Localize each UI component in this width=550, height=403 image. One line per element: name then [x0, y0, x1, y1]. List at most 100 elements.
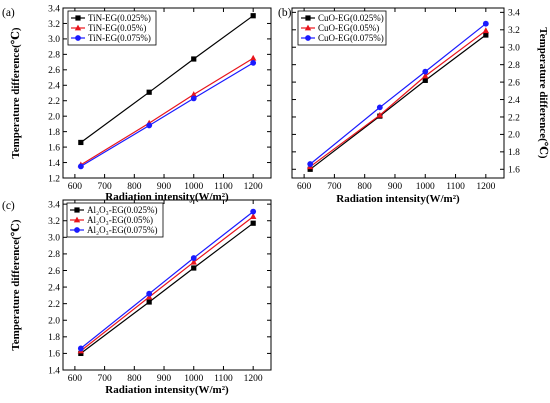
x-tick-label: 700	[97, 182, 112, 192]
data-point-s2-p0	[307, 161, 314, 167]
series-line-1	[309, 30, 487, 168]
data-point-s0-p2	[422, 77, 428, 83]
legend-marker-1	[73, 216, 81, 223]
data-point-s2-p2	[190, 95, 197, 102]
y-tick-label: 3.2	[48, 217, 60, 227]
y-tick-label: 1.4	[48, 366, 60, 376]
legend-marker-1	[304, 24, 312, 31]
series-line-1	[80, 57, 254, 166]
y-tick-label: 2.0	[508, 131, 520, 141]
legend-label-2: CuO-EG(0.075%)	[318, 33, 384, 43]
series-line-2	[309, 23, 487, 165]
x-tick-label: 600	[68, 374, 83, 384]
legend-label-1: CuO-EG(0.05%)	[318, 23, 379, 33]
panel-c: (c) 600 700 800 900 1000 1100 1200 1.4 1.6 1.8 2.0 2…	[2, 199, 272, 396]
data-point-s0-p3	[250, 220, 256, 226]
x-tick-label: 900	[388, 182, 403, 192]
panel-label: (c)	[2, 200, 15, 212]
y-tick-label: 3.0	[508, 44, 520, 54]
x-tick-label: 1000	[416, 182, 435, 192]
data-point-s0-p3	[483, 32, 489, 38]
y-axis-title: Temperature difference(℃)	[10, 219, 22, 351]
series-line-2	[80, 62, 254, 167]
data-point-s1-p3	[249, 54, 257, 61]
x-tick-label: 700	[97, 374, 112, 384]
x-tick-label: 700	[327, 182, 342, 192]
legend-marker-0	[74, 207, 80, 213]
x-tick-label: 1100	[446, 182, 465, 192]
data-point-s0-p3	[250, 13, 256, 19]
data-point-s2-p3	[482, 20, 489, 27]
legend-marker-2	[75, 35, 81, 41]
data-point-s1-p2	[422, 72, 429, 79]
series-line-0	[309, 34, 487, 170]
y-tick-label: 2.4	[48, 283, 60, 293]
y-tick-label: 3.2	[48, 20, 60, 30]
legend-marker-0	[75, 15, 81, 21]
x-tick-label: 1000	[184, 182, 203, 192]
y-tick-label: 2.2	[48, 97, 60, 107]
y-tick-label: 1.2	[48, 174, 60, 184]
y-tick-label: 1.8	[508, 148, 520, 158]
x-axis-title: Radiation intensity(W/m²)	[105, 191, 229, 203]
data-point-s2-p0	[77, 163, 84, 170]
y-tick-label: 2.4	[48, 82, 60, 92]
data-point-s2-p1	[146, 122, 153, 129]
x-tick-label: 600	[297, 182, 312, 192]
y-tick-label: 2.8	[48, 51, 60, 61]
data-point-s2-p1	[146, 290, 153, 297]
y-tick-label: 1.6	[508, 166, 520, 176]
x-axis-title: Radiation intensity(W/m²)	[336, 193, 460, 205]
data-point-s0-p0	[78, 350, 84, 357]
x-tick-label: 1000	[184, 374, 203, 384]
series-line-2	[80, 211, 254, 349]
series-line-0	[80, 15, 254, 143]
x-axis-title: Radiation intensity(W/m²)	[105, 384, 229, 396]
data-point-s0-p0	[307, 166, 313, 172]
y-tick-label: 2.6	[508, 78, 520, 88]
data-point-s0-p1	[146, 89, 152, 95]
y-tick-label: 2.2	[48, 300, 60, 310]
y-tick-label: 3.0	[48, 35, 60, 45]
data-point-s2-p2	[190, 255, 197, 261]
data-point-s1-p2	[190, 258, 197, 265]
series-line-0	[80, 222, 254, 354]
y-axis-title: Temperature difference(℃)	[537, 27, 549, 159]
x-tick-label: 1100	[214, 374, 233, 384]
legend-label-1: Al₂O₃-EG(0.05%)	[87, 215, 153, 225]
data-point-s0-p0	[78, 139, 84, 146]
legend-marker-1	[74, 24, 82, 31]
legend-marker-2	[305, 35, 311, 41]
y-tick-label: 3.4	[48, 200, 60, 210]
y-tick-label: 1.6	[48, 350, 60, 360]
series-line-1	[80, 216, 254, 352]
legend-label-0: Al₂O₃-EG(0.025%)	[87, 205, 158, 215]
legend-label-0: CuO-EG(0.025%)	[318, 13, 384, 23]
data-point-s2-p2	[422, 68, 429, 75]
y-tick-label: 1.4	[48, 159, 60, 169]
y-tick-label: 2.6	[48, 66, 60, 76]
y-tick-label: 1.8	[48, 333, 60, 343]
data-point-s1-p3	[249, 213, 257, 219]
x-tick-label: 800	[127, 182, 142, 192]
y-tick-label: 2.8	[48, 250, 60, 260]
x-tick-label: 800	[358, 182, 373, 192]
data-point-s0-p2	[191, 265, 197, 271]
y-tick-label: 2.4	[508, 96, 520, 106]
plot-frame	[291, 7, 505, 179]
legend-label-2: Al₂O₃-EG(0.075%)	[87, 225, 158, 235]
data-point-s2-p3	[250, 208, 257, 215]
y-tick-label: 2.0	[48, 317, 60, 327]
data-point-s0-p1	[146, 299, 152, 305]
x-tick-label: 1100	[214, 182, 233, 192]
data-point-s1-p2	[190, 91, 197, 97]
y-tick-label: 3.2	[508, 26, 520, 36]
data-point-s2-p3	[250, 59, 257, 66]
legend-label-2: TiN-EG(0.075%)	[88, 33, 151, 43]
data-point-s2-p1	[376, 104, 383, 111]
x-tick-label: 1200	[476, 182, 495, 192]
panel-a: (a) 600 700 800 900 1000 1100 1200 1.2 1.4 1.6 1.8 2…	[2, 4, 272, 203]
legend-label-0: TiN-EG(0.025%)	[88, 13, 151, 23]
panel-b: (b) 600 700 800 900 1000 1100 1200 1.6 1.8 2.0 2.2 2…	[278, 7, 549, 205]
